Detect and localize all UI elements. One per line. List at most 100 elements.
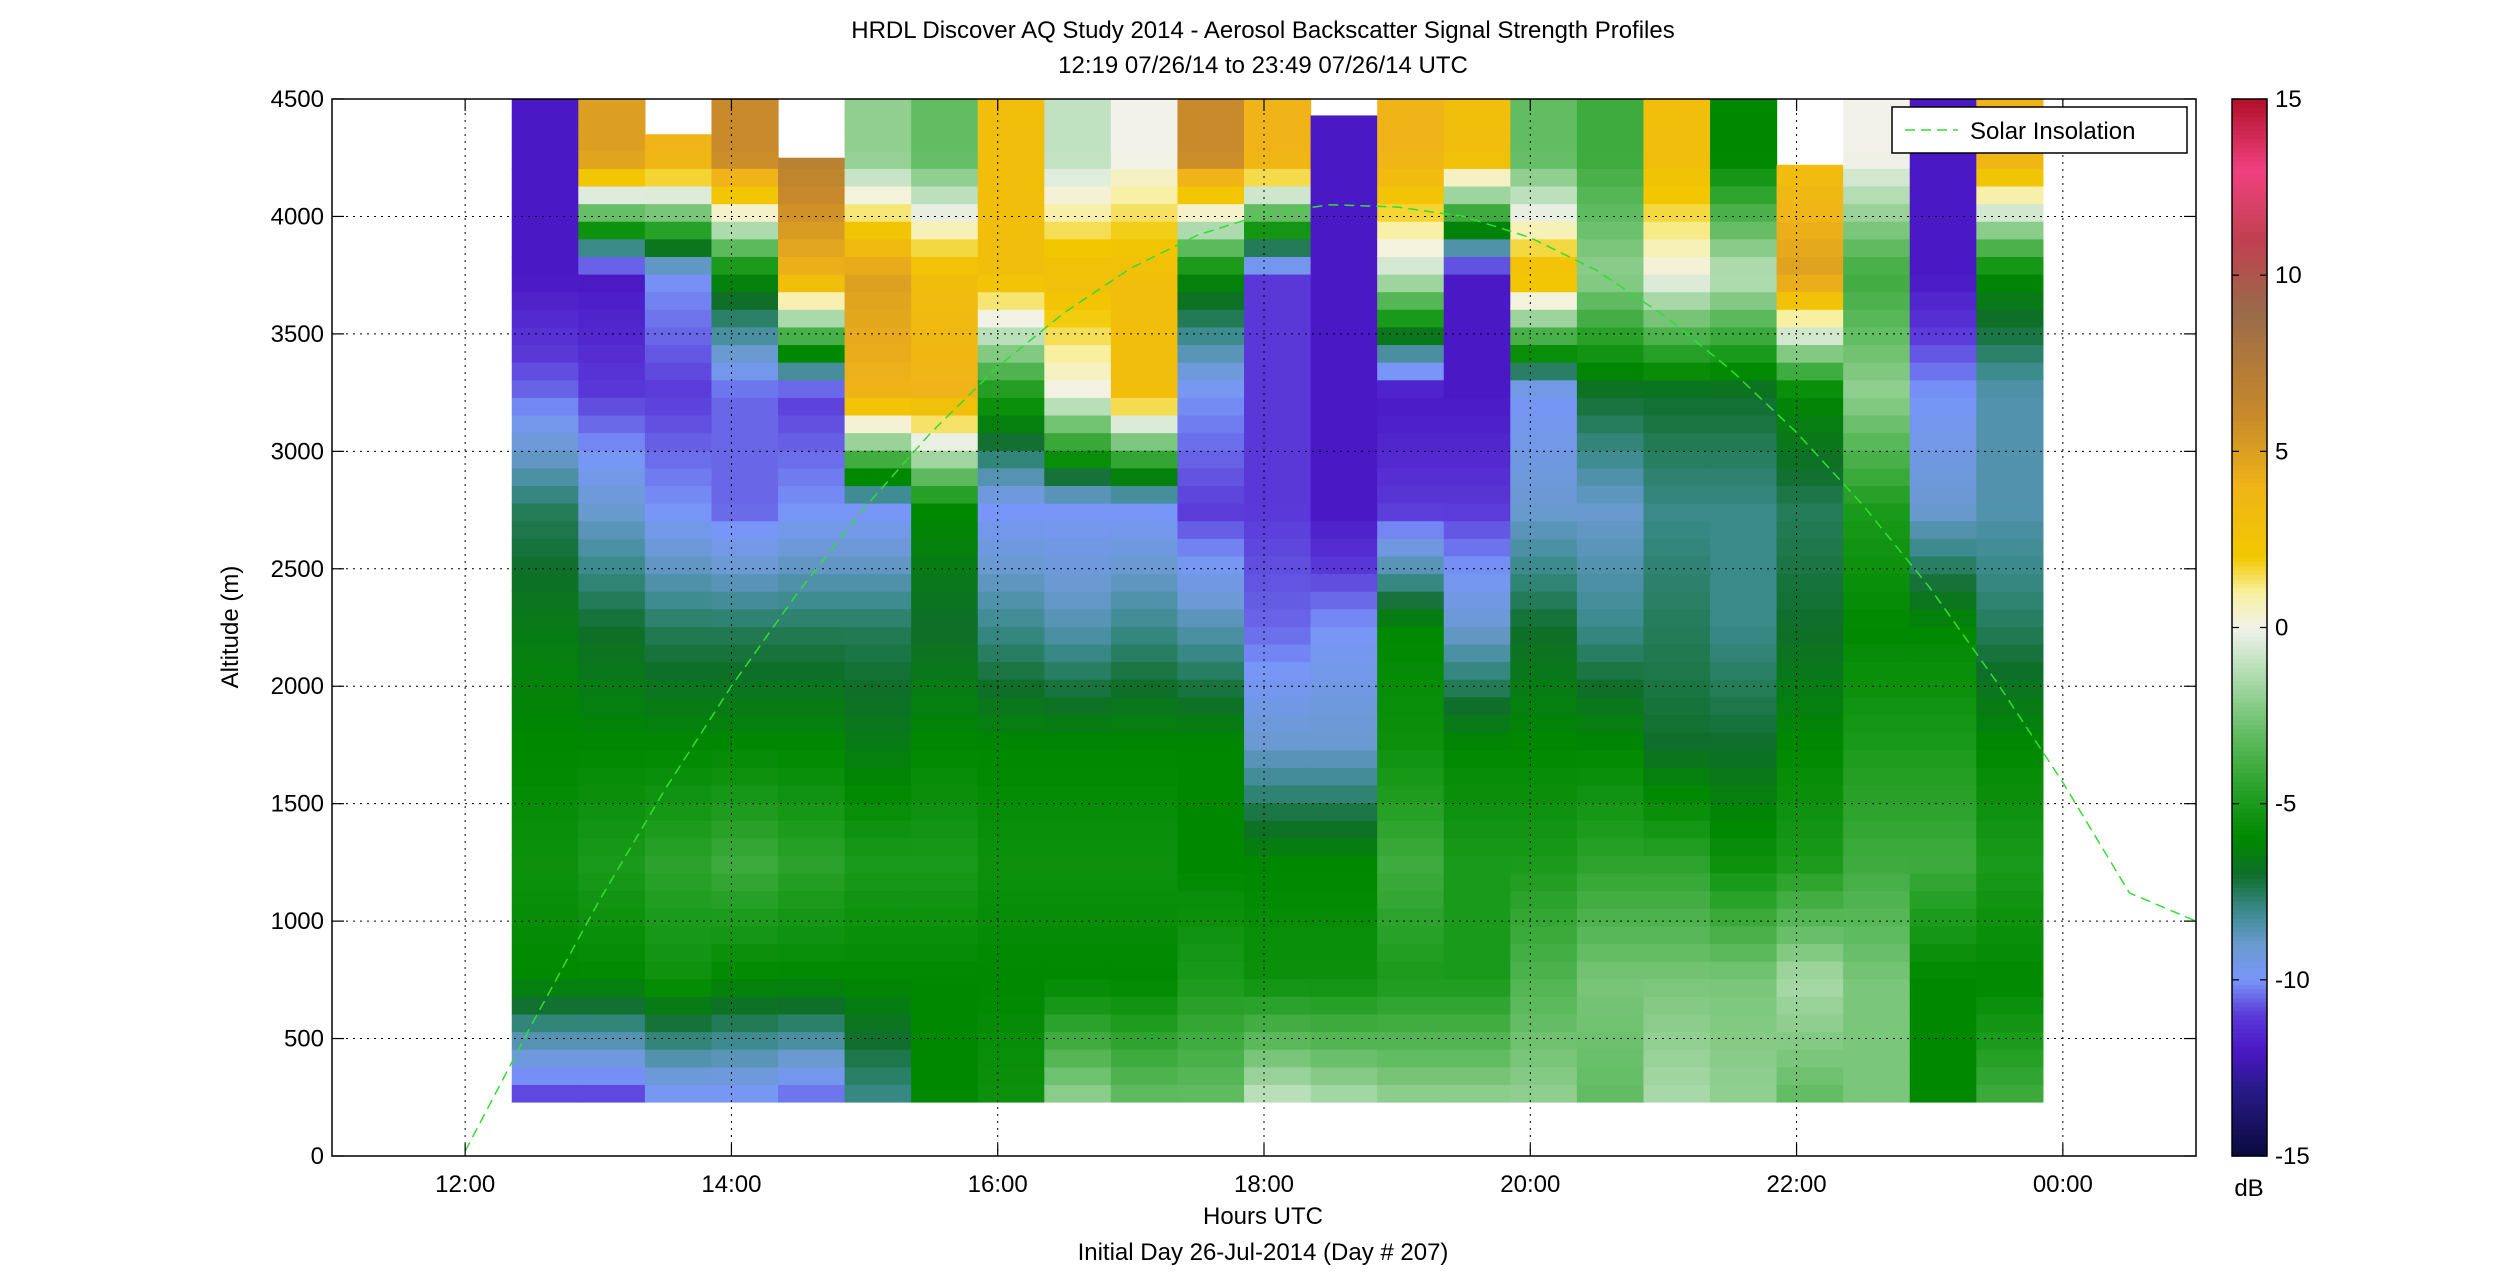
heatmap-cell [1244, 115, 1312, 134]
heatmap-cell [1244, 608, 1312, 627]
colorbar-segment [2232, 504, 2267, 510]
heatmap-cell [1443, 767, 1511, 786]
heatmap-cell [1443, 749, 1511, 768]
colorbar-segment [2232, 900, 2267, 906]
heatmap-cell [911, 925, 979, 945]
heatmap-cell [1377, 520, 1445, 539]
heatmap-cell [977, 379, 1045, 398]
heatmap-cell [1776, 837, 1844, 856]
heatmap-cell [1643, 943, 1711, 962]
profile-column [1244, 99, 1312, 1103]
heatmap-cell [1909, 273, 1977, 293]
colorbar-segment [2232, 358, 2267, 364]
heatmap-cell [1443, 608, 1511, 627]
heatmap-cell [711, 397, 779, 416]
heatmap-cell [1909, 643, 1977, 663]
heatmap-cell [1310, 1084, 1378, 1103]
heatmap-cell [1244, 1013, 1312, 1033]
heatmap-cell [1177, 1066, 1245, 1085]
heatmap-cell [911, 309, 979, 328]
heatmap-cell [1110, 1066, 1179, 1085]
heatmap-cell [911, 767, 979, 786]
heatmap-cell [911, 203, 979, 222]
colorbar-segment [2232, 350, 2267, 356]
colorbar-segment [2232, 957, 2267, 963]
heatmap-cell [1310, 414, 1378, 434]
colorbar-segment [2232, 1023, 2267, 1029]
heatmap-cell [1443, 238, 1511, 257]
heatmap-cell [511, 855, 579, 874]
heatmap-cell [778, 291, 846, 310]
heatmap-cell [1976, 732, 2044, 751]
heatmap-cell [1244, 855, 1312, 874]
heatmap-cell [1443, 115, 1511, 134]
profile-column [1510, 99, 1578, 1103]
heatmap-cell [1643, 767, 1711, 786]
heatmap-cell [644, 608, 713, 627]
heatmap-cell [1576, 185, 1645, 205]
heatmap-cell [1776, 1013, 1844, 1033]
heatmap-cell [511, 432, 579, 451]
heatmap-cell [1110, 115, 1179, 134]
heatmap-cell [578, 115, 646, 134]
colorbar-segment [2232, 1015, 2267, 1021]
heatmap-cell [1177, 467, 1245, 486]
heatmap-cell [1044, 450, 1112, 469]
colorbar-segment [2232, 631, 2267, 637]
colorbar-segment [2232, 640, 2267, 646]
heatmap-cell [1843, 643, 1911, 663]
heatmap-cell [977, 820, 1045, 839]
heatmap-cell [844, 168, 912, 187]
colorbar-gradient [2232, 99, 2267, 1157]
heatmap-cell [578, 291, 646, 310]
heatmap-cell [711, 591, 779, 610]
heatmap-cell [711, 996, 779, 1015]
heatmap-cell [1643, 802, 1711, 821]
y-tick-label: 3500 [271, 321, 324, 348]
colorbar-segment [2232, 548, 2267, 554]
heatmap-cell [1310, 238, 1378, 257]
heatmap-cell [1110, 890, 1179, 909]
heatmap-cell [644, 168, 713, 187]
heatmap-cell [911, 784, 979, 804]
heatmap-cell [1643, 714, 1711, 733]
heatmap-cell [578, 503, 646, 522]
colorbar-segment [2232, 918, 2267, 924]
heatmap-cell [1310, 1031, 1378, 1050]
heatmap-cell [711, 643, 779, 663]
heatmap-cell [1177, 961, 1245, 980]
heatmap-cell [644, 1049, 713, 1068]
heatmap-cell [911, 1066, 979, 1085]
heatmap-cell [1044, 379, 1112, 398]
heatmap-cell [511, 978, 579, 997]
heatmap-cell [1976, 1049, 2044, 1068]
heatmap-cell [1843, 450, 1911, 469]
heatmap-cell [1310, 397, 1378, 416]
colorbar-segment [2232, 394, 2267, 400]
heatmap-cell [1776, 591, 1844, 610]
heatmap-cell [1443, 996, 1511, 1015]
heatmap-cell [1177, 414, 1245, 434]
heatmap-cell [1044, 661, 1112, 680]
heatmap-cell [1643, 626, 1711, 645]
colorbar-segment [2232, 1120, 2267, 1126]
heatmap-cell [977, 872, 1045, 892]
heatmap-cell [1576, 344, 1645, 363]
heatmap-cell [1510, 1013, 1578, 1033]
heatmap-cell [1510, 749, 1578, 768]
heatmap-cell [1510, 115, 1578, 134]
heatmap-cell [844, 555, 912, 575]
heatmap-cell [1177, 309, 1245, 328]
heatmap-cell [1710, 133, 1778, 152]
heatmap-cell [1843, 872, 1911, 892]
heatmap-cell [1710, 503, 1778, 522]
heatmap-cell [1510, 221, 1578, 240]
colorbar-segment [2232, 658, 2267, 664]
colorbar-segment [2232, 706, 2267, 712]
heatmap-cell [1776, 467, 1844, 486]
colorbar-segment [2232, 253, 2267, 259]
heatmap-cell [1909, 696, 1977, 716]
heatmap-cell [1310, 273, 1378, 293]
heatmap-cell [1710, 326, 1778, 346]
colorbar-segment [2232, 200, 2267, 206]
